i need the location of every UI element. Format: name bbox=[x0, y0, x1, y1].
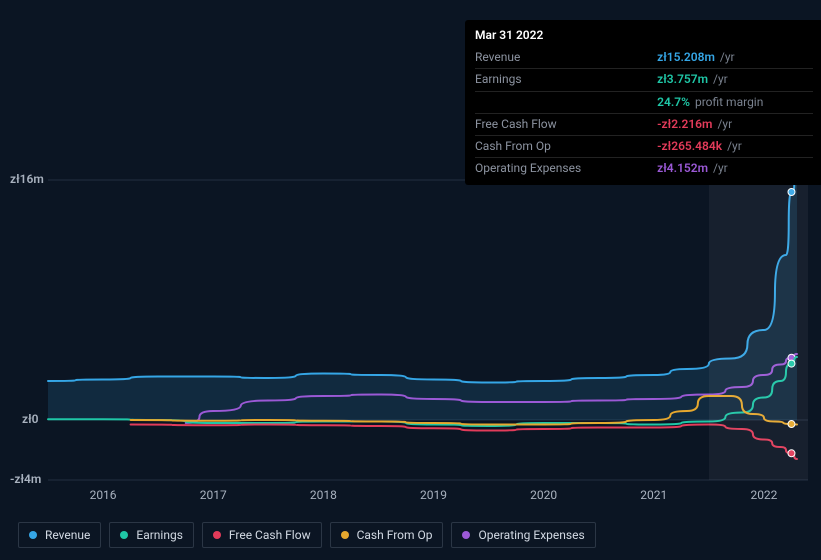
x-axis-label: 2019 bbox=[420, 488, 447, 502]
legend-label: Free Cash Flow bbox=[229, 528, 311, 542]
x-axis-label: 2022 bbox=[750, 488, 777, 502]
legend-item-operating-expenses[interactable]: Operating Expenses bbox=[451, 522, 595, 548]
y-axis-label: -zł4m bbox=[10, 472, 41, 486]
tooltip-row: Earningszł3.757m /yr bbox=[475, 69, 813, 91]
legend-label: Cash From Op bbox=[357, 528, 433, 542]
tooltip-row: Revenuezł15.208m /yr bbox=[475, 47, 813, 69]
tooltip-date: Mar 31 2022 bbox=[475, 26, 813, 45]
tooltip-row-value: 24.7% profit margin bbox=[657, 91, 813, 113]
tooltip-row-label: Earnings bbox=[475, 69, 657, 91]
legend-label: Earnings bbox=[136, 528, 183, 542]
tooltip-row-label: Operating Expenses bbox=[475, 158, 657, 180]
tooltip-row-label: Cash From Op bbox=[475, 135, 657, 157]
tooltip-table: Revenuezł15.208m /yrEarningszł3.757m /yr… bbox=[475, 47, 813, 179]
x-axis-label: 2018 bbox=[310, 488, 337, 502]
x-axis-label: 2021 bbox=[640, 488, 667, 502]
legend-label: Operating Expenses bbox=[478, 528, 584, 542]
legend-item-revenue[interactable]: Revenue bbox=[18, 522, 101, 548]
legend-item-cash-from-op[interactable]: Cash From Op bbox=[330, 522, 444, 548]
tooltip-row: 24.7% profit margin bbox=[475, 91, 813, 113]
legend-item-earnings[interactable]: Earnings bbox=[109, 522, 194, 548]
tooltip-row-value: -zł265.484k /yr bbox=[657, 135, 813, 157]
x-axis-label: 2020 bbox=[530, 488, 557, 502]
chart-tooltip: Mar 31 2022 Revenuezł15.208m /yrEarnings… bbox=[465, 20, 821, 185]
tooltip-row: Cash From Op-zł265.484k /yr bbox=[475, 135, 813, 157]
tooltip-row-label: Free Cash Flow bbox=[475, 113, 657, 135]
tooltip-row-value: zł3.757m /yr bbox=[657, 69, 813, 91]
tooltip-row: Operating Expenseszł4.152m /yr bbox=[475, 158, 813, 180]
tooltip-row-value: zł4.152m /yr bbox=[657, 158, 813, 180]
x-axis-label: 2016 bbox=[90, 488, 117, 502]
legend-dot bbox=[120, 531, 128, 539]
legend-dot bbox=[341, 531, 349, 539]
tooltip-row-value: -zł2.216m /yr bbox=[657, 113, 813, 135]
tooltip-row-value: zł15.208m /yr bbox=[657, 47, 813, 69]
legend-item-free-cash-flow[interactable]: Free Cash Flow bbox=[202, 522, 322, 548]
tooltip-row-label bbox=[475, 91, 657, 113]
y-axis-label: zł0 bbox=[22, 412, 39, 426]
legend-dot bbox=[29, 531, 37, 539]
x-axis-label: 2017 bbox=[200, 488, 227, 502]
tooltip-row-label: Revenue bbox=[475, 47, 657, 69]
chart-legend: Revenue Earnings Free Cash Flow Cash From O… bbox=[18, 522, 596, 548]
legend-dot bbox=[213, 531, 221, 539]
tooltip-row: Free Cash Flow-zł2.216m /yr bbox=[475, 113, 813, 135]
legend-dot bbox=[462, 531, 470, 539]
y-axis-label: zł16m bbox=[10, 172, 44, 186]
legend-label: Revenue bbox=[45, 528, 90, 542]
